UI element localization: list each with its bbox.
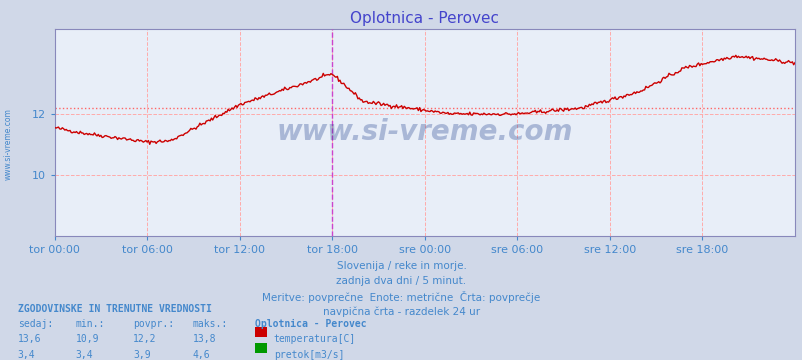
Text: maks.:: maks.:	[192, 319, 228, 329]
Text: sedaj:: sedaj:	[18, 319, 53, 329]
Text: www.si-vreme.com: www.si-vreme.com	[276, 118, 573, 146]
Text: 13,8: 13,8	[192, 334, 216, 345]
Text: min.:: min.:	[75, 319, 105, 329]
Text: Oplotnica - Perovec: Oplotnica - Perovec	[254, 319, 366, 329]
Text: 12,2: 12,2	[133, 334, 156, 345]
Text: 4,6: 4,6	[192, 350, 210, 360]
Text: Slovenija / reke in morje.: Slovenija / reke in morje.	[336, 261, 466, 271]
Title: Oplotnica - Perovec: Oplotnica - Perovec	[350, 11, 499, 26]
Text: pretok[m3/s]: pretok[m3/s]	[273, 350, 344, 360]
Text: 3,4: 3,4	[18, 350, 35, 360]
Text: temperatura[C]: temperatura[C]	[273, 334, 355, 345]
Text: 13,6: 13,6	[18, 334, 41, 345]
Text: povpr.:: povpr.:	[133, 319, 174, 329]
Text: 3,4: 3,4	[75, 350, 93, 360]
Text: Meritve: povprečne  Enote: metrične  Črta: povprečje: Meritve: povprečne Enote: metrične Črta:…	[262, 291, 540, 303]
Text: ZGODOVINSKE IN TRENUTNE VREDNOSTI: ZGODOVINSKE IN TRENUTNE VREDNOSTI	[18, 304, 211, 314]
Text: navpična črta - razdelek 24 ur: navpična črta - razdelek 24 ur	[322, 306, 480, 317]
Text: 10,9: 10,9	[75, 334, 99, 345]
Text: 3,9: 3,9	[133, 350, 151, 360]
Text: www.si-vreme.com: www.si-vreme.com	[3, 108, 13, 180]
Text: zadnja dva dni / 5 minut.: zadnja dva dni / 5 minut.	[336, 276, 466, 286]
